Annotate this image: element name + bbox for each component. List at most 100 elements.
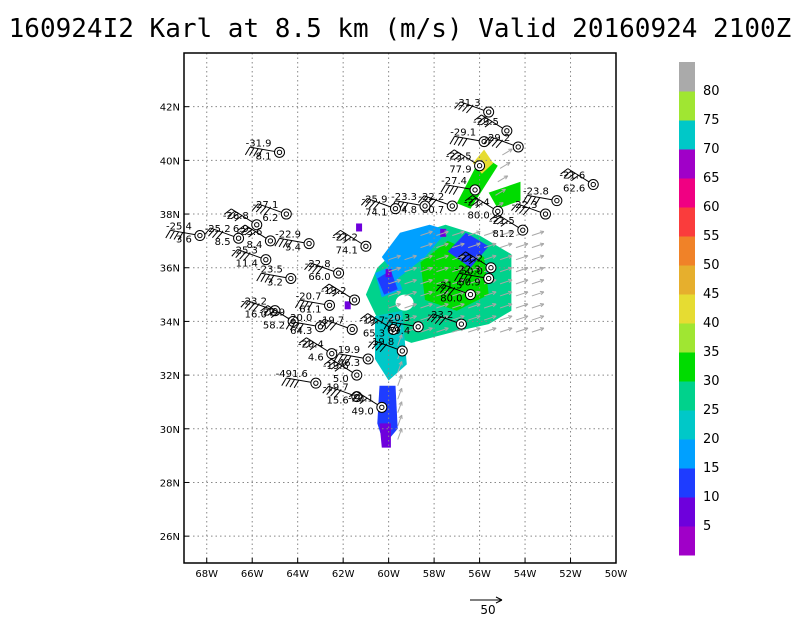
wind-barb-flag	[402, 202, 409, 211]
wind-vector	[531, 327, 545, 333]
wind-vector	[515, 254, 529, 261]
wind-barb-flag	[462, 274, 468, 283]
wind-barb-flag	[368, 200, 376, 209]
wind-barb-flag	[244, 146, 251, 156]
station-temperature: -27.1	[252, 200, 278, 211]
wind-barb-flag	[312, 265, 319, 273]
wind-vector	[388, 302, 401, 309]
station-ring-inner	[313, 380, 319, 386]
wind-barb-flag	[256, 273, 262, 282]
station-temperature: -23.6	[237, 227, 263, 238]
speed-pixel	[385, 269, 392, 278]
lon-label: 56W	[468, 569, 491, 580]
wind-vector	[420, 230, 433, 237]
wind-barb-flag	[364, 199, 372, 208]
wind-barb-flag	[417, 195, 425, 203]
wind-vector	[388, 315, 401, 321]
observation-station: -19.2	[321, 283, 361, 306]
station-ring-inner	[272, 307, 278, 314]
wind-barb-flag	[334, 365, 343, 372]
wind-vector	[499, 290, 513, 297]
station-ring-inner	[354, 372, 360, 378]
wind-barb-flag	[223, 208, 232, 215]
station-temperature: -20.3	[384, 313, 410, 324]
wind-barb-flag	[251, 203, 259, 211]
wind-barb-flag	[259, 206, 267, 214]
wind-barb-flag	[263, 307, 272, 314]
station-value: 77.9	[449, 165, 471, 176]
station-value: 65.3	[363, 328, 385, 339]
colorbar-swatch	[679, 178, 695, 208]
wind-barb-flag	[243, 253, 250, 261]
colorbar-swatch	[679, 207, 695, 237]
wind-barb-flag	[446, 149, 455, 156]
wind-barb-flag	[278, 238, 285, 248]
station-temperature: -20.1	[348, 393, 374, 404]
wind-barb-flag	[458, 102, 465, 111]
wind-vector	[397, 428, 403, 440]
wind-barb-flag	[249, 147, 255, 156]
station-ring-inner	[485, 275, 492, 282]
wind-vector	[420, 266, 433, 273]
colorbar-label: 75	[703, 113, 720, 128]
station-temperature: -29.2	[484, 133, 510, 144]
observation-station: -22.2 80.7	[417, 192, 458, 216]
station-ring-outer	[485, 262, 497, 274]
wind-vector	[515, 290, 529, 297]
colorbar-swatch	[679, 149, 695, 179]
station-ring-outer	[412, 321, 424, 333]
wind-barb-flag	[237, 224, 246, 231]
wind-barb-flag	[308, 263, 315, 272]
lon-label: 52W	[559, 569, 582, 580]
station-ring-inner	[449, 203, 455, 209]
wind-barb-flag	[289, 379, 296, 388]
wind-barb-flag	[370, 319, 379, 327]
wind-barb-flag	[449, 136, 456, 145]
wind-barb-flag	[466, 275, 472, 284]
wind-speed-region	[488, 181, 521, 209]
wind-vector	[499, 315, 513, 321]
lat-label: 38N	[160, 210, 180, 221]
observation-station: -25.43.6	[165, 222, 206, 246]
wind-barb-flag	[255, 204, 263, 213]
station-ring-inner	[354, 393, 360, 400]
wind-barb-flag	[241, 226, 249, 234]
wind-barb-flag	[361, 198, 368, 206]
station-temperature: -19.7	[359, 315, 385, 326]
wind-barb-flag	[515, 204, 522, 213]
wind-vector	[531, 254, 545, 261]
wind-barb-flag	[464, 195, 473, 202]
station-ring-outer	[517, 224, 529, 236]
station-temperature: -20.0	[287, 313, 313, 324]
wind-barb-flag	[571, 174, 579, 182]
observation-station: -22.3 50.9	[454, 264, 495, 288]
station-temperature: -20.7	[296, 291, 322, 302]
observation-station: -23.6 8.4	[237, 224, 276, 251]
wind-barb-flag	[475, 201, 484, 208]
station-ring-outer	[333, 267, 345, 279]
wind-barb-flag	[458, 251, 466, 258]
station-ring-inner	[458, 321, 465, 327]
observation-station: -29.5	[473, 114, 513, 137]
speed-gap	[395, 294, 414, 311]
station-ring-inner	[263, 256, 269, 263]
observation-station: -22.9 58.2	[259, 305, 299, 331]
observation-station: -25.9 74.1	[361, 195, 401, 219]
station-ring-inner	[267, 238, 274, 244]
colorbar-swatch	[679, 323, 695, 353]
station-temperature: -23.8	[523, 187, 549, 198]
station-ring-outer	[280, 208, 292, 220]
station-value: 16.0	[245, 310, 267, 321]
wind-barb-flag	[454, 273, 460, 282]
lat-label: 36N	[160, 264, 180, 275]
latitude-labels: 26N 28N 30N 32N 34N 36N 38N 40N 42N	[160, 103, 180, 543]
station-temperature: -23.5	[446, 152, 472, 163]
wind-vector	[483, 290, 497, 297]
wind-vector	[499, 254, 513, 261]
wind-barb-flag	[230, 212, 239, 220]
observation-station: -21.5 80.0	[436, 281, 476, 305]
colorbar-swatch	[679, 91, 695, 121]
station-value: 61.1	[299, 304, 321, 315]
wind-vector	[468, 266, 481, 273]
station-temperature: -19.7	[318, 315, 344, 326]
